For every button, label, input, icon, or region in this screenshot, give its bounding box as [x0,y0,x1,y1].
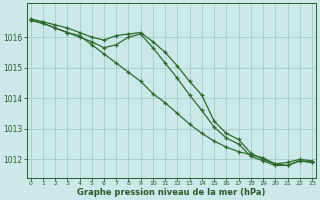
X-axis label: Graphe pression niveau de la mer (hPa): Graphe pression niveau de la mer (hPa) [77,188,266,197]
